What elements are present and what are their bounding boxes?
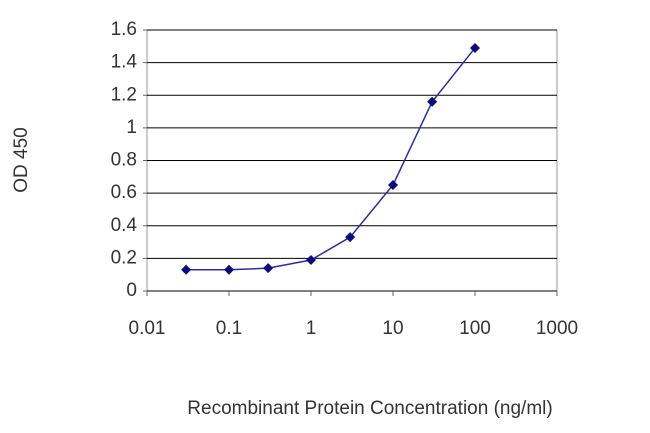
y-tick-label: 0 <box>126 280 137 301</box>
y-tick-label: 0.4 <box>111 215 138 236</box>
x-axis-label: Recombinant Protein Concentration (ng/ml… <box>187 398 552 419</box>
data-point <box>181 264 192 275</box>
y-tick-label: 1.4 <box>111 52 138 73</box>
data-point <box>388 179 398 190</box>
data-point <box>306 255 316 266</box>
data-point <box>224 264 234 275</box>
data-point <box>263 263 274 274</box>
data-point <box>345 232 356 243</box>
data-point <box>470 42 480 53</box>
y-tick-label: 1.6 <box>111 19 137 40</box>
x-tick-label: 0.01 <box>129 318 166 339</box>
x-tick-label: 100 <box>459 318 491 339</box>
data-point <box>427 96 438 107</box>
data-line <box>186 47 476 271</box>
y-tick-label: 0.2 <box>111 247 137 268</box>
y-tick-label: 1 <box>126 117 137 138</box>
y-tick-label: 1.2 <box>111 84 137 105</box>
x-tick-label: 1000 <box>536 318 578 339</box>
x-tick-label: 0.1 <box>216 318 242 339</box>
x-tick-label: 1 <box>306 318 317 339</box>
y-axis-label: OD 450 <box>11 127 32 192</box>
x-tick-label: 10 <box>382 318 403 339</box>
y-tick-label: 0.8 <box>111 150 137 171</box>
y-tick-label: 0.6 <box>111 182 137 203</box>
